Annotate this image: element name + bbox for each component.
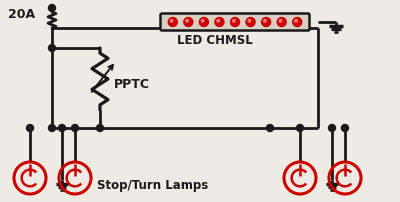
Text: PPTC: PPTC	[114, 78, 150, 90]
Circle shape	[342, 124, 348, 132]
Circle shape	[170, 20, 173, 22]
Circle shape	[199, 18, 208, 26]
Circle shape	[48, 4, 56, 12]
Circle shape	[295, 20, 297, 22]
Circle shape	[277, 18, 286, 26]
Circle shape	[201, 20, 204, 22]
Circle shape	[184, 18, 193, 26]
Circle shape	[296, 124, 304, 132]
Circle shape	[248, 20, 251, 22]
Text: Stop/Turn Lamps: Stop/Turn Lamps	[97, 180, 208, 193]
Circle shape	[232, 20, 235, 22]
Circle shape	[262, 18, 271, 26]
FancyBboxPatch shape	[160, 14, 310, 31]
Circle shape	[246, 18, 255, 26]
Circle shape	[48, 124, 56, 132]
Circle shape	[58, 124, 66, 132]
Circle shape	[266, 124, 274, 132]
Circle shape	[328, 124, 336, 132]
Circle shape	[264, 20, 266, 22]
Text: LED CHMSL: LED CHMSL	[177, 34, 253, 47]
Circle shape	[168, 18, 177, 26]
Circle shape	[279, 20, 282, 22]
Circle shape	[26, 124, 34, 132]
Circle shape	[72, 124, 78, 132]
Circle shape	[215, 18, 224, 26]
Text: 20A: 20A	[8, 7, 35, 20]
Circle shape	[96, 124, 104, 132]
Circle shape	[230, 18, 240, 26]
Circle shape	[48, 44, 56, 52]
Circle shape	[217, 20, 220, 22]
Circle shape	[293, 18, 302, 26]
Circle shape	[186, 20, 188, 22]
